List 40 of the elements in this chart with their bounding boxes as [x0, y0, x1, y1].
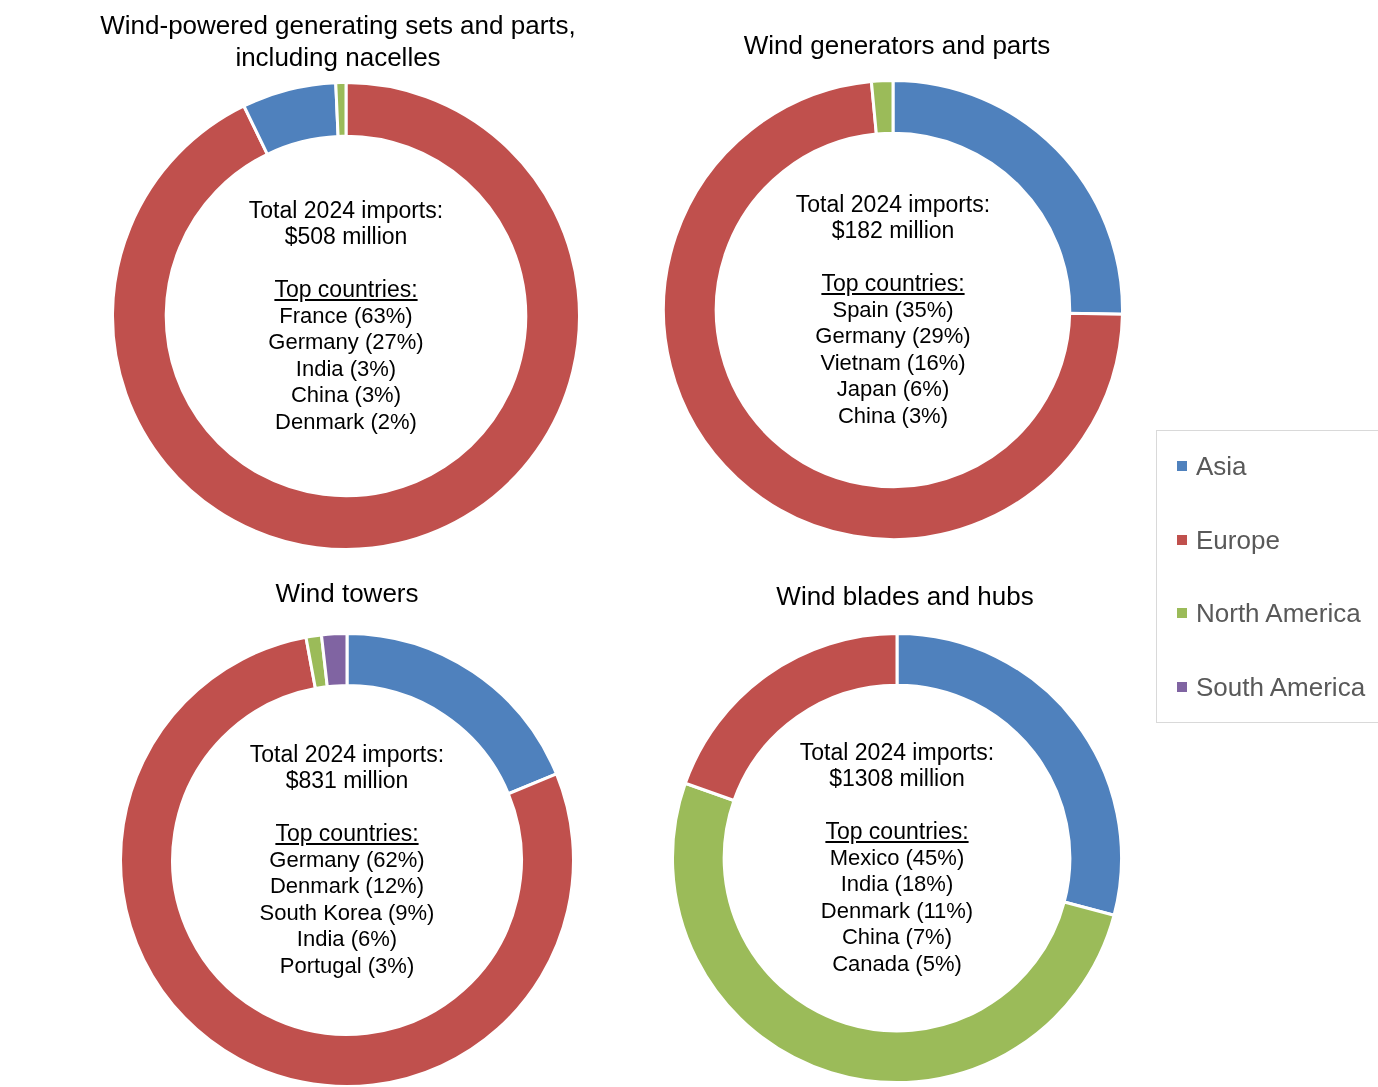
text: India (3%): [294, 355, 398, 383]
text: Denmark (2%): [274, 408, 418, 436]
text: Germany (62%): [268, 846, 426, 874]
text: Total 2024 imports:: [248, 740, 446, 768]
legend-label: Asia: [1195, 451, 1247, 482]
legend-label: South America: [1195, 671, 1366, 703]
text: $508 million: [283, 223, 409, 250]
text: Germany (29%): [814, 323, 972, 350]
text: Denmark (11%): [819, 897, 975, 925]
text: Total 2024 imports:: [798, 738, 996, 766]
text: $831 million: [284, 767, 410, 794]
legend-label: North America: [1195, 598, 1361, 629]
text: China (7%): [840, 924, 953, 951]
text: Wind towers: [274, 577, 420, 609]
text: India (18%): [839, 871, 955, 898]
chart-title: Wind blades and hubs: [775, 580, 1035, 612]
text: Vietnam (16%): [819, 349, 967, 377]
text: Mexico (45%): [828, 844, 966, 872]
text: Denmark (12%): [268, 873, 425, 900]
text: Top countries:: [275, 820, 419, 847]
text: Top countries:: [274, 276, 418, 303]
text: $1308 million: [828, 765, 966, 792]
text: Japan (6%): [835, 376, 951, 403]
text: India (6%): [295, 926, 399, 953]
text: Portugal (3%): [278, 952, 416, 980]
text: Spain (35%): [831, 296, 955, 324]
chart-title: Wind-powered generating sets and parts, including nacelles: [99, 9, 577, 73]
text: Canada (5%): [831, 950, 963, 978]
legend-label: Europe: [1195, 524, 1280, 556]
text: Germany (27%): [267, 329, 425, 356]
text: Total 2024 imports:: [247, 196, 445, 224]
text: France (63%): [278, 302, 414, 330]
text: South Korea (9%): [258, 899, 436, 927]
text: Total 2024 imports:: [794, 190, 992, 218]
text: Top countries:: [821, 270, 965, 297]
text: Top countries:: [825, 818, 969, 845]
text: China (3%): [289, 382, 402, 409]
chart-title: Wind generators and parts: [742, 29, 1052, 61]
text: China (3%): [836, 402, 949, 430]
text: $182 million: [830, 217, 956, 244]
